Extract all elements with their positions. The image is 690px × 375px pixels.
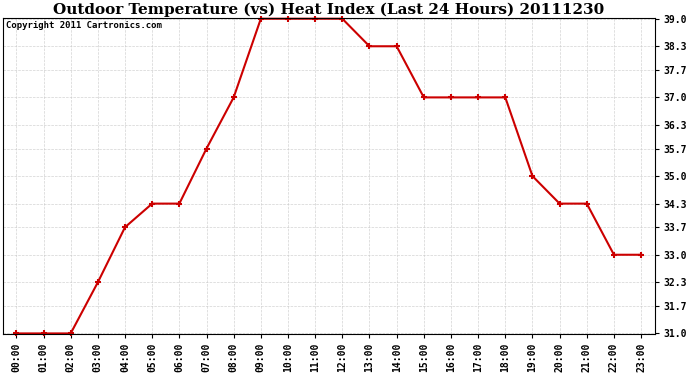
Text: Copyright 2011 Cartronics.com: Copyright 2011 Cartronics.com — [6, 21, 162, 30]
Title: Outdoor Temperature (vs) Heat Index (Last 24 Hours) 20111230: Outdoor Temperature (vs) Heat Index (Las… — [53, 3, 604, 17]
